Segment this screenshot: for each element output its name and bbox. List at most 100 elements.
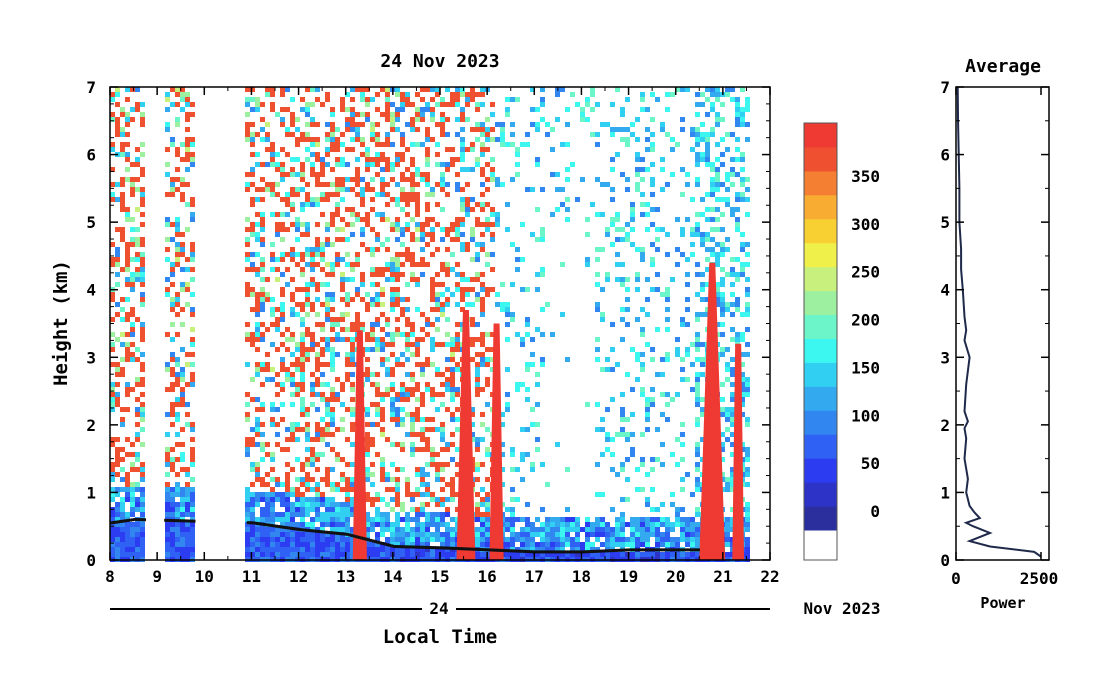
heatmap-cell: [735, 157, 740, 162]
heatmap-cell: [465, 102, 470, 107]
heatmap-cell: [695, 452, 700, 457]
heatmap-cell: [415, 237, 420, 242]
heatmap-cell: [480, 522, 485, 527]
heatmap-cell: [390, 372, 395, 377]
heatmap-cell: [140, 267, 145, 272]
heatmap-cell: [515, 382, 520, 387]
heatmap-cell: [190, 242, 195, 247]
heatmap-cell: [460, 207, 465, 212]
heatmap-cell: [330, 412, 335, 417]
heatmap-cell: [300, 137, 305, 142]
heatmap-cell: [265, 517, 270, 522]
heatmap-cell: [250, 512, 255, 517]
heatmap-cell: [370, 527, 375, 532]
heatmap-cell: [665, 357, 670, 362]
heatmap-cell: [445, 117, 450, 122]
heatmap-cell: [390, 272, 395, 277]
heatmap-cell: [335, 487, 340, 492]
heatmap-cell: [365, 87, 370, 92]
heatmap-cell: [655, 247, 660, 252]
pbl-marker: [506, 549, 509, 553]
heatmap-cell: [290, 377, 295, 382]
heatmap-cell: [245, 172, 250, 177]
heatmap-cell: [745, 252, 750, 257]
heatmap-cell: [600, 517, 605, 522]
heatmap-cell: [305, 157, 310, 162]
heatmap-cell: [340, 282, 345, 287]
heatmap-cell: [400, 537, 405, 542]
date-day-label: 24: [429, 599, 448, 618]
heatmap-cell: [745, 552, 750, 557]
heatmap-cell: [315, 502, 320, 507]
heatmap-cell: [455, 407, 460, 412]
heatmap-cell: [140, 297, 145, 302]
heatmap-cell: [430, 552, 435, 557]
heatmap-cell: [655, 227, 660, 232]
heatmap-cell: [510, 312, 515, 317]
heatmap-cell: [745, 277, 750, 282]
heatmap-cell: [250, 542, 255, 547]
heatmap-cell: [695, 397, 700, 402]
heatmap-cell: [640, 392, 645, 397]
heatmap-cell: [250, 152, 255, 157]
heatmap-cell: [435, 102, 440, 107]
heatmap-cell: [390, 112, 395, 117]
pbl-marker: [348, 533, 352, 537]
heatmap-cell: [610, 452, 615, 457]
heatmap-cell: [170, 467, 175, 472]
heatmap-cell: [480, 127, 485, 132]
heatmap-cell: [400, 107, 405, 112]
heatmap-cell: [415, 92, 420, 97]
heatmap-cell: [420, 482, 425, 487]
heatmap-cell: [490, 212, 495, 217]
heatmap-cell: [520, 382, 525, 387]
heatmap-cell: [470, 342, 475, 347]
heatmap-cell: [410, 342, 415, 347]
heatmap-cell: [135, 487, 140, 492]
heatmap-cell: [625, 322, 630, 327]
heatmap-cell: [370, 382, 375, 387]
pbl-marker: [666, 548, 670, 552]
heatmap-cell: [395, 297, 400, 302]
heatmap-cell: [345, 222, 350, 227]
heatmap-cell: [430, 107, 435, 112]
heatmap-cell: [745, 517, 750, 522]
heatmap-cell: [330, 357, 335, 362]
pbl-marker: [296, 527, 300, 531]
heatmap-cell: [180, 252, 185, 257]
heatmap-cell: [505, 322, 510, 327]
heatmap-cell: [280, 227, 285, 232]
heatmap-cell: [300, 517, 305, 522]
heatmap-cell: [485, 452, 490, 457]
heatmap-cell: [110, 392, 115, 397]
heatmap-cell: [495, 122, 500, 127]
heatmap-cell: [245, 552, 250, 557]
heatmap-cell: [355, 122, 360, 127]
heatmap-cell: [745, 177, 750, 182]
heatmap-cell: [540, 307, 545, 312]
heatmap-cell: [715, 182, 720, 187]
heatmap-cell: [515, 532, 520, 537]
heatmap-cell: [300, 177, 305, 182]
heatmap-cell: [610, 542, 615, 547]
heatmap-cell: [600, 212, 605, 217]
heatmap-cell: [270, 182, 275, 187]
heatmap-cell: [290, 537, 295, 542]
heatmap-cell: [405, 552, 410, 557]
heatmap-cell: [270, 87, 275, 92]
heatmap-cell: [715, 197, 720, 202]
heatmap-cell: [375, 537, 380, 542]
heatmap-cell: [600, 417, 605, 422]
heatmap-cell: [120, 547, 125, 552]
heatmap-cell: [610, 437, 615, 442]
heatmap-cell: [375, 452, 380, 457]
pbl-marker: [614, 548, 618, 552]
heatmap-cell: [465, 92, 470, 97]
heatmap-cell: [435, 342, 440, 347]
heatmap-cell: [165, 447, 170, 452]
heatmap-cell: [310, 197, 315, 202]
heatmap-cell: [315, 282, 320, 287]
heatmap-cell: [140, 262, 145, 267]
heatmap-cell: [735, 172, 740, 177]
heatmap-cell: [390, 142, 395, 147]
